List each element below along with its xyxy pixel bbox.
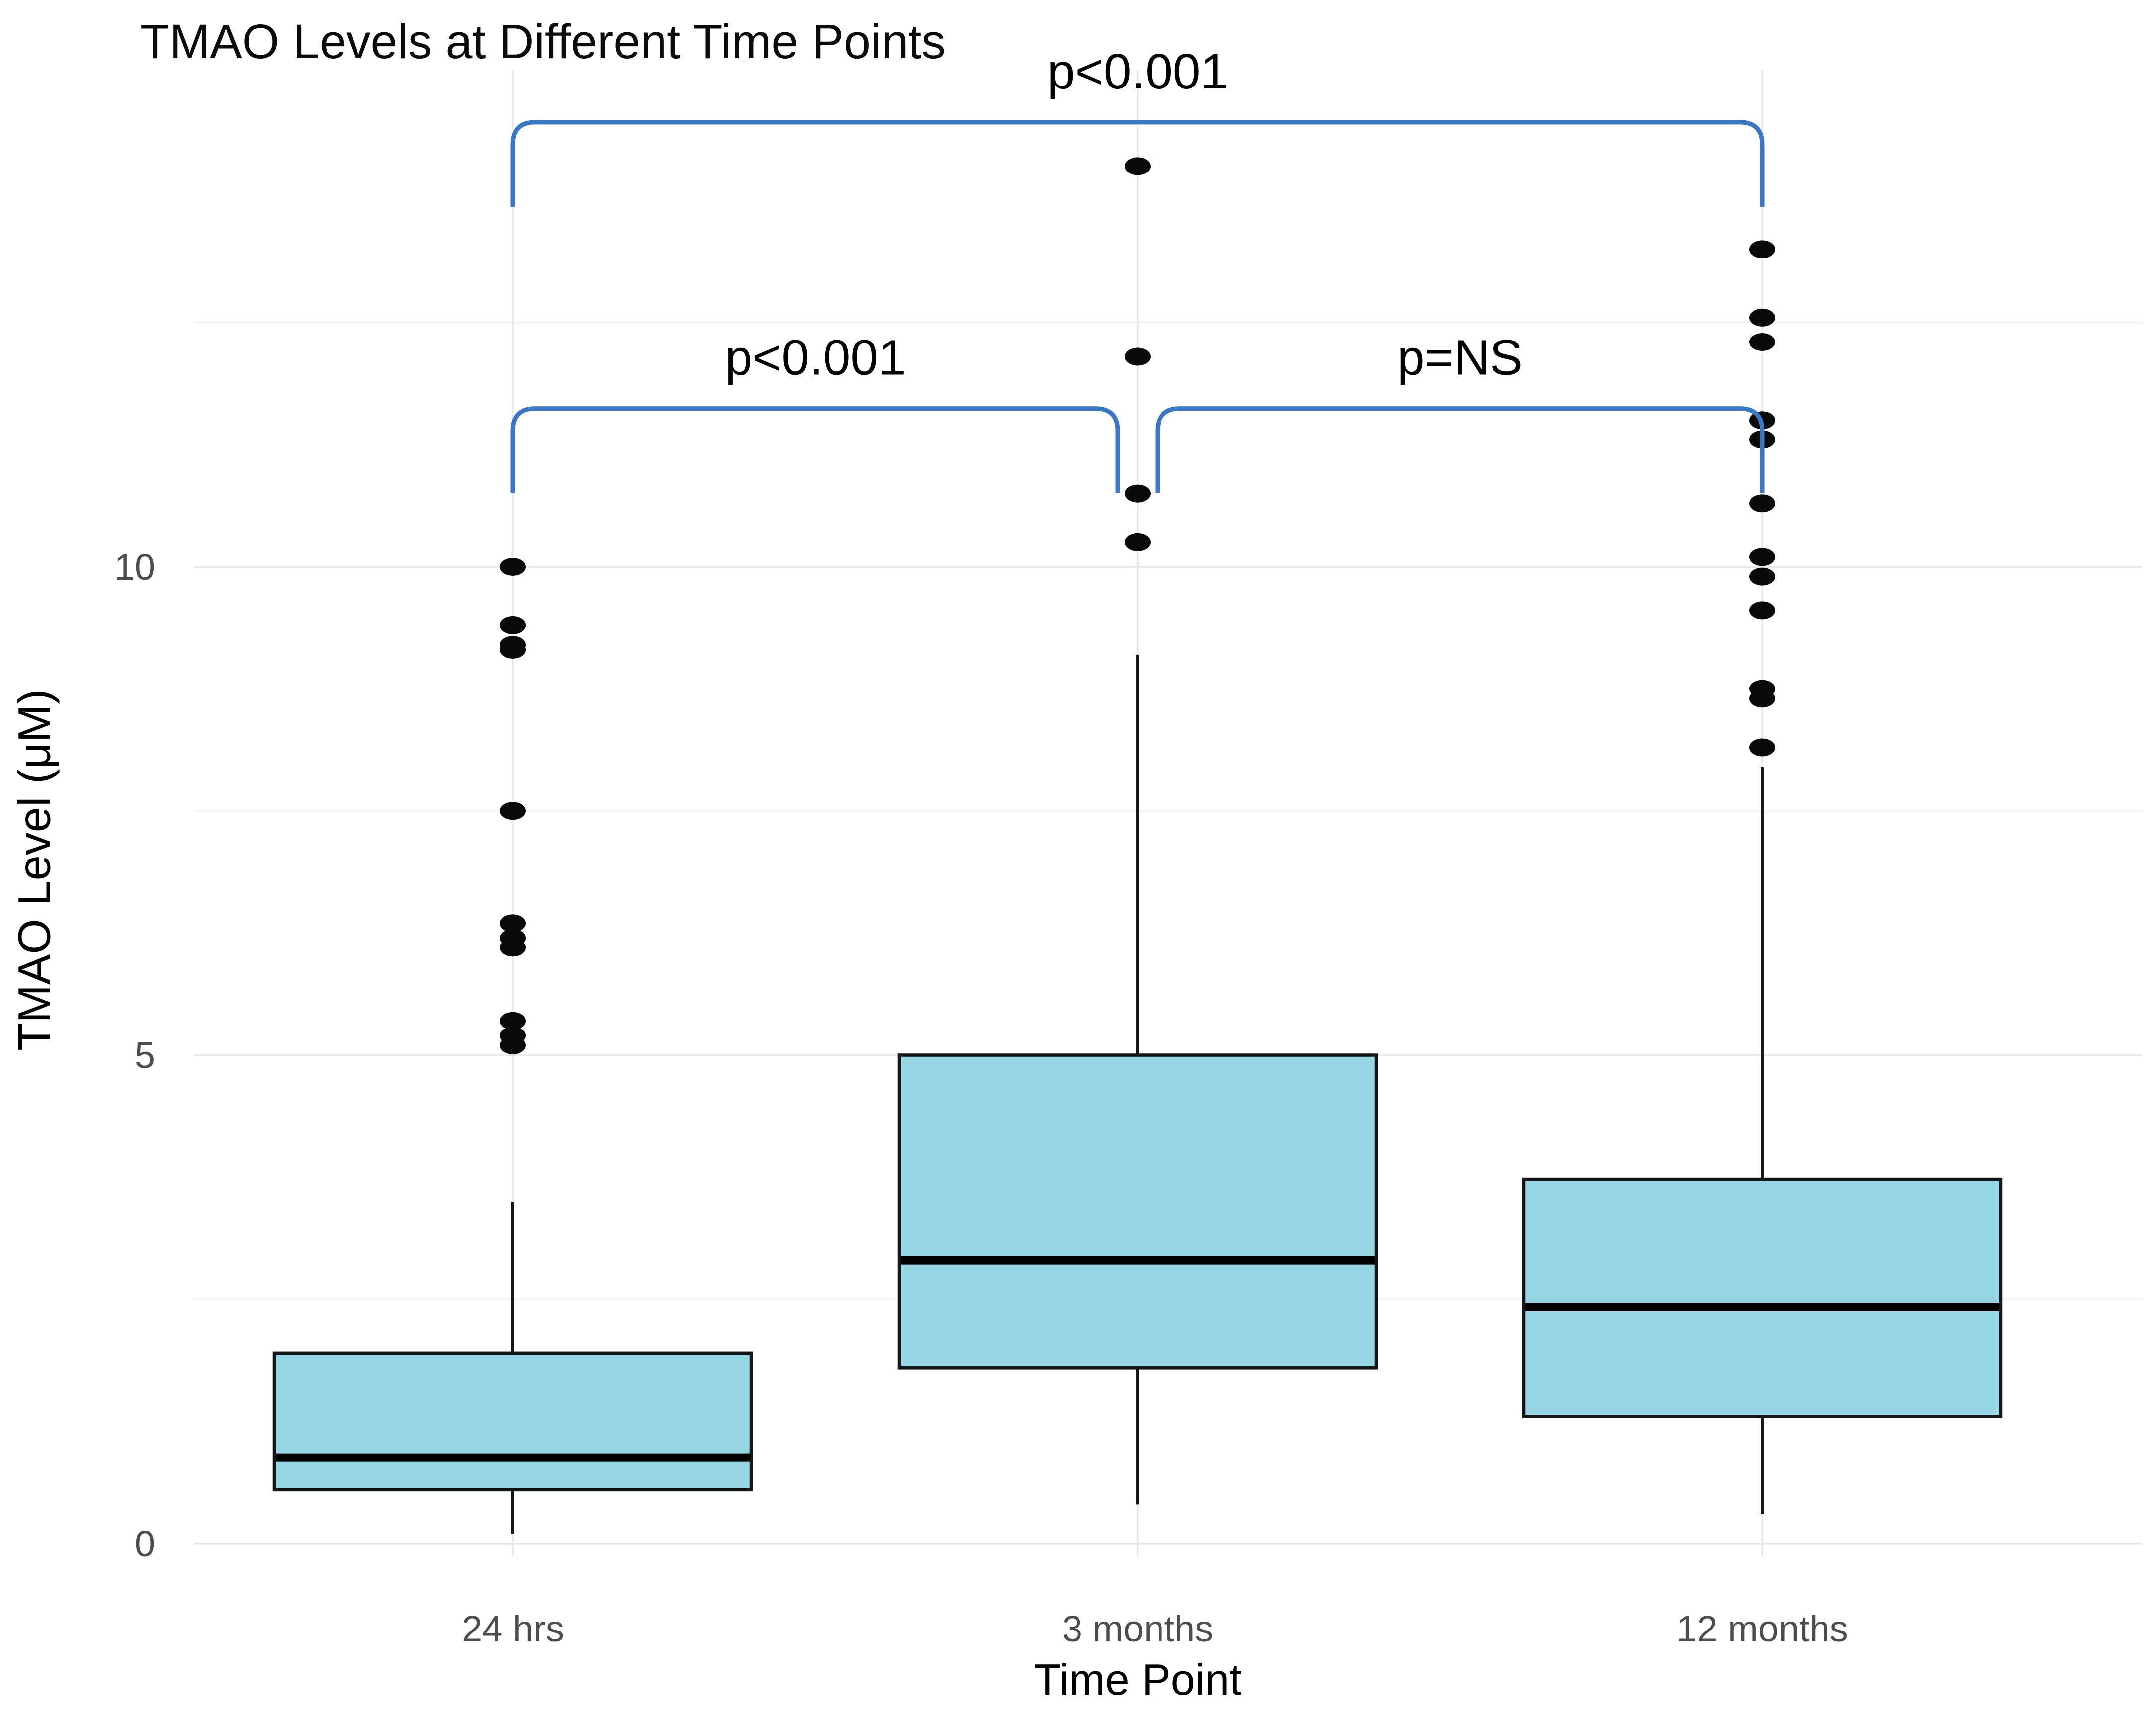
- axis-labels: 0 5 10 24 hrs 3 months 12 months: [114, 546, 1848, 1649]
- outlier-point: [500, 914, 526, 933]
- outlier-point: [1749, 680, 1775, 698]
- outlier-point: [500, 929, 526, 947]
- p-value-label: p=NS: [1397, 330, 1523, 386]
- significance-bracket: p<0.001: [510, 44, 1765, 207]
- outlier-point: [1749, 548, 1775, 566]
- chart-title: TMAO Levels at Different Time Points: [140, 14, 946, 69]
- outlier-point: [1749, 308, 1775, 327]
- iqr-box: [272, 1351, 753, 1492]
- outlier-point: [1749, 601, 1775, 620]
- iqr-box: [897, 1053, 1378, 1370]
- bracket-line: [510, 120, 1765, 207]
- y-tick-label: 5: [135, 1035, 155, 1076]
- outlier-point: [500, 636, 526, 654]
- significance-bracket: p=NS: [1155, 330, 1765, 493]
- outlier-point: [500, 1027, 526, 1045]
- x-axis-title: Time Point: [1034, 1655, 1242, 1704]
- x-tick-label: 12 months: [1676, 1608, 1848, 1649]
- p-value-label: p<0.001: [1047, 44, 1228, 99]
- outlier-point: [1749, 240, 1775, 258]
- outlier-point: [1125, 157, 1151, 175]
- y-axis-title: TMAO Level (μM): [9, 689, 60, 1051]
- outlier-point: [1125, 347, 1151, 366]
- outlier-point: [500, 1012, 526, 1030]
- outlier-point: [1749, 333, 1775, 351]
- iqr-box: [1522, 1177, 2003, 1418]
- box-group-1: [272, 558, 753, 1534]
- outlier-point: [1125, 533, 1151, 551]
- y-tick-label: 10: [114, 546, 155, 588]
- significance-bracket: p<0.001: [510, 330, 1120, 493]
- outlier-point: [1749, 567, 1775, 586]
- outlier-point: [1125, 484, 1151, 503]
- x-tick-label: 3 months: [1062, 1608, 1213, 1649]
- bracket-line: [510, 406, 1120, 493]
- box-group-2: [897, 157, 1378, 1505]
- outlier-point: [500, 558, 526, 576]
- bracket-line: [1155, 406, 1765, 493]
- outlier-point: [500, 802, 526, 820]
- x-tick-label: 24 hrs: [462, 1608, 564, 1649]
- outlier-point: [1749, 494, 1775, 513]
- p-value-label: p<0.001: [725, 330, 906, 386]
- y-tick-label: 0: [135, 1523, 155, 1564]
- box-group-3: [1522, 240, 2003, 1515]
- outlier-point: [500, 616, 526, 634]
- outlier-point: [1749, 738, 1775, 757]
